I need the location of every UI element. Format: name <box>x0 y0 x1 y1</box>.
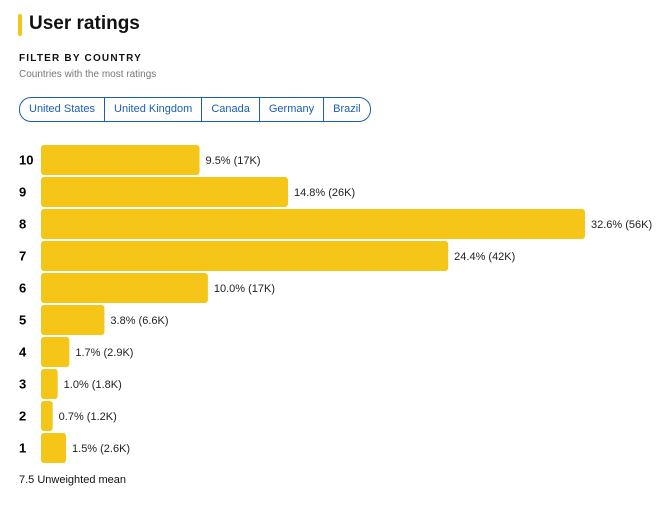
category-label: 7 <box>19 248 26 263</box>
category-label: 2 <box>19 408 26 423</box>
filter-label: FILTER BY COUNTRY <box>19 53 142 64</box>
bar <box>41 305 105 335</box>
bar <box>41 337 70 367</box>
bar <box>41 241 449 271</box>
country-option[interactable]: Brazil <box>323 98 370 121</box>
value-label: 3.8% (6.6K) <box>110 315 168 327</box>
bar <box>41 145 200 175</box>
bar <box>41 369 58 399</box>
value-label: 10.0% (17K) <box>214 283 275 295</box>
country-option[interactable]: United Kingdom <box>104 98 201 121</box>
value-label: 1.5% (2.6K) <box>72 443 130 455</box>
filter-description: Countries with the most ratings <box>19 69 157 80</box>
bar <box>41 401 53 431</box>
value-label: 32.6% (56K) <box>591 219 652 231</box>
category-label: 3 <box>19 376 26 391</box>
value-label: 1.0% (1.8K) <box>64 379 122 391</box>
bar <box>41 433 67 463</box>
country-option[interactable]: United States <box>29 103 96 115</box>
value-label: 14.8% (26K) <box>294 187 355 199</box>
value-label: 9.5% (17K) <box>206 155 261 167</box>
category-label: 8 <box>19 216 26 231</box>
category-label: 4 <box>19 344 27 359</box>
footnote: 7.5 Unweighted mean <box>19 474 127 486</box>
chart: 10 9.5% (17K) 9 14.8% (26K) 8 32.6% (56K) 7 24.… <box>19 145 652 463</box>
category-label: 10 <box>19 152 33 167</box>
category-label: 1 <box>19 440 26 455</box>
title-accent <box>18 14 22 36</box>
value-label: 24.4% (42K) <box>454 251 515 263</box>
country-filter: United States United Kingdom Canada Germany… <box>19 97 371 122</box>
category-label: 9 <box>19 184 26 199</box>
country-option[interactable]: Canada <box>201 98 259 121</box>
country-option[interactable]: Germany <box>258 98 323 121</box>
title: User ratings <box>29 13 140 34</box>
value-label: 1.7% (2.9K) <box>75 347 133 359</box>
bar <box>41 209 585 239</box>
bar <box>41 273 208 303</box>
category-label: 5 <box>19 312 26 327</box>
bar <box>41 177 288 207</box>
value-label: 0.7% (1.2K) <box>59 411 117 423</box>
category-label: 6 <box>19 280 26 295</box>
